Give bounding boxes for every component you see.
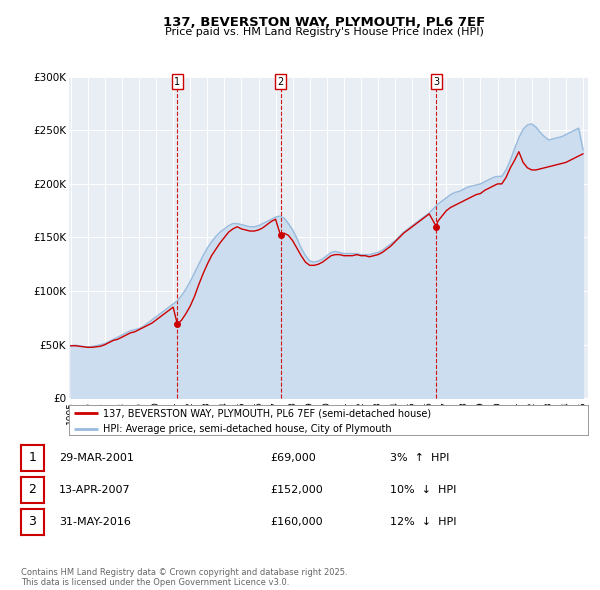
Text: Price paid vs. HM Land Registry's House Price Index (HPI): Price paid vs. HM Land Registry's House … bbox=[164, 28, 484, 37]
Text: 1: 1 bbox=[28, 451, 37, 464]
Text: Contains HM Land Registry data © Crown copyright and database right 2025.
This d: Contains HM Land Registry data © Crown c… bbox=[21, 568, 347, 587]
Text: 1: 1 bbox=[175, 77, 181, 87]
Text: 137, BEVERSTON WAY, PLYMOUTH, PL6 7EF: 137, BEVERSTON WAY, PLYMOUTH, PL6 7EF bbox=[163, 16, 485, 29]
Text: 2: 2 bbox=[277, 77, 284, 87]
Text: 31-MAY-2016: 31-MAY-2016 bbox=[59, 517, 131, 526]
Text: 137, BEVERSTON WAY, PLYMOUTH, PL6 7EF (semi-detached house): 137, BEVERSTON WAY, PLYMOUTH, PL6 7EF (s… bbox=[103, 408, 431, 418]
Text: HPI: Average price, semi-detached house, City of Plymouth: HPI: Average price, semi-detached house,… bbox=[103, 424, 391, 434]
Text: 12%  ↓  HPI: 12% ↓ HPI bbox=[390, 517, 457, 526]
Text: 29-MAR-2001: 29-MAR-2001 bbox=[59, 453, 134, 463]
Text: 2: 2 bbox=[28, 483, 37, 496]
Text: £69,000: £69,000 bbox=[270, 453, 316, 463]
Text: £160,000: £160,000 bbox=[270, 517, 323, 526]
Text: £152,000: £152,000 bbox=[270, 485, 323, 494]
Text: 3: 3 bbox=[28, 515, 37, 528]
Text: 13-APR-2007: 13-APR-2007 bbox=[59, 485, 130, 494]
Text: 10%  ↓  HPI: 10% ↓ HPI bbox=[390, 485, 457, 494]
Text: 3: 3 bbox=[433, 77, 439, 87]
Text: 3%  ↑  HPI: 3% ↑ HPI bbox=[390, 453, 449, 463]
